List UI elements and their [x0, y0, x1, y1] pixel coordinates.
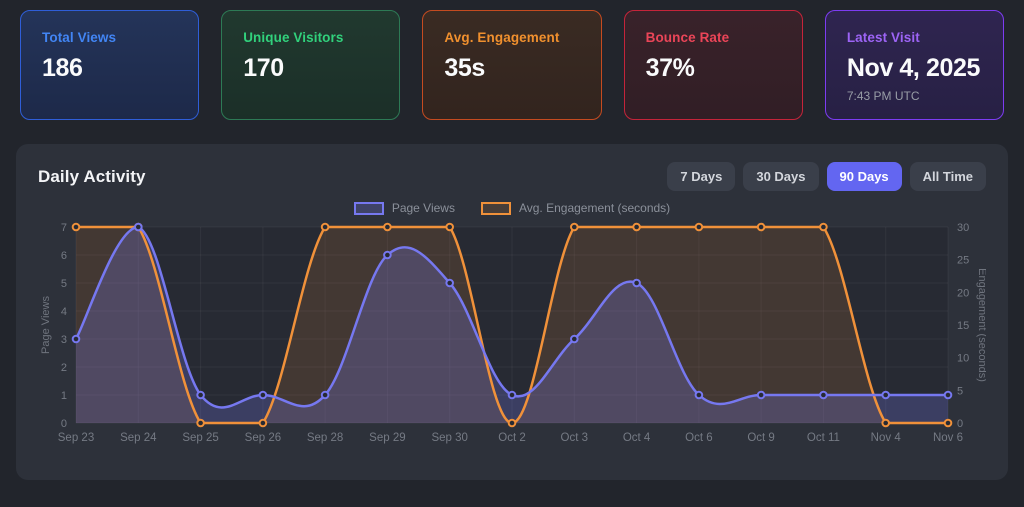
legend-swatch-page-views	[353, 201, 384, 215]
stat-value: 35s	[444, 54, 485, 82]
svg-text:6: 6	[61, 250, 67, 262]
svg-text:4: 4	[61, 306, 67, 318]
panel-header: Daily Activity 7 Days 30 Days 90 Days Al…	[38, 162, 986, 191]
svg-text:0: 0	[957, 418, 963, 430]
chart-legend: Page Views Avg. Engagement (seconds)	[38, 201, 986, 215]
svg-text:3: 3	[61, 334, 67, 346]
svg-text:25: 25	[957, 255, 969, 267]
stat-card-latest-visit: Latest Visit Nov 4, 2025 7:43 PM UTC	[824, 10, 1005, 120]
svg-text:10: 10	[957, 353, 969, 365]
stat-sub-value: 7:43 PM UTC	[846, 89, 920, 103]
svg-text:2: 2	[61, 362, 67, 374]
stat-value: 170	[243, 54, 284, 82]
svg-text:30: 30	[957, 222, 969, 234]
legend-swatch-avg-engagement	[480, 201, 511, 215]
svg-text:Nov 4: Nov 4	[871, 432, 902, 444]
time-range-selector: 7 Days 30 Days 90 Days All Time	[667, 162, 986, 191]
svg-text:Engagement (seconds): Engagement (seconds)	[976, 268, 986, 382]
stat-label: Avg. Engagement	[444, 30, 560, 45]
legend-item-page-views[interactable]: Page Views	[353, 201, 455, 215]
stat-value: Nov 4, 2025	[846, 54, 981, 82]
range-button-30-days[interactable]: 30 Days	[743, 162, 819, 191]
svg-text:Nov 6: Nov 6	[933, 432, 963, 444]
daily-activity-chart[interactable]: 0 1 2 3 4 5 6 7 0 5 10 15 20 25 30 Sep 23 Sep 24 Sep 25 Se…	[38, 219, 986, 457]
chart-area: 0 1 2 3 4 5 6 7 0 5 10 15 20 25 30 Sep 23 Sep 24 Sep 25 Se…	[38, 219, 986, 457]
svg-text:Oct 9: Oct 9	[747, 432, 774, 444]
svg-text:Sep 23: Sep 23	[58, 432, 94, 444]
svg-text:0: 0	[61, 418, 67, 430]
svg-text:Oct 11: Oct 11	[807, 432, 840, 444]
svg-text:1: 1	[61, 390, 67, 402]
stat-card-total-views: Total Views 186	[20, 10, 200, 120]
svg-text:Sep 26: Sep 26	[245, 432, 281, 444]
stat-card-avg-engagement: Avg. Engagement 35s	[422, 10, 602, 120]
stat-label: Latest Visit	[846, 30, 920, 45]
svg-text:Sep 25: Sep 25	[182, 432, 218, 444]
svg-text:Oct 4: Oct 4	[623, 432, 651, 444]
stat-label: Bounce Rate	[645, 30, 730, 45]
range-button-90-days[interactable]: 90 Days	[826, 162, 902, 191]
panel-title: Daily Activity	[38, 166, 146, 186]
legend-label: Avg. Engagement (seconds)	[518, 201, 671, 215]
svg-text:Sep 28: Sep 28	[307, 432, 343, 444]
svg-text:20: 20	[957, 287, 969, 299]
svg-text:Sep 29: Sep 29	[369, 432, 405, 444]
stat-card-bounce-rate: Bounce Rate 37%	[623, 10, 803, 120]
svg-text:Sep 24: Sep 24	[120, 432, 157, 444]
svg-text:7: 7	[61, 222, 67, 234]
svg-text:5: 5	[61, 278, 67, 290]
svg-text:Oct 6: Oct 6	[685, 432, 712, 444]
svg-text:Page Views: Page Views	[40, 296, 52, 354]
stat-label: Unique Visitors	[243, 30, 344, 45]
stat-label: Total Views	[42, 30, 117, 45]
svg-text:Oct 2: Oct 2	[498, 432, 525, 444]
stat-card-unique-visitors: Unique Visitors 170	[221, 10, 401, 120]
legend-label: Page Views	[391, 201, 455, 215]
range-button-7-days[interactable]: 7 Days	[667, 162, 736, 191]
stat-value: 186	[42, 54, 83, 82]
daily-activity-panel: Daily Activity 7 Days 30 Days 90 Days Al…	[16, 144, 1008, 480]
svg-text:Sep 30: Sep 30	[431, 432, 467, 444]
svg-text:Oct 3: Oct 3	[561, 432, 588, 444]
svg-text:15: 15	[957, 320, 969, 332]
stat-value: 37%	[645, 54, 695, 82]
range-button-all-time[interactable]: All Time	[909, 162, 986, 191]
legend-item-avg-engagement[interactable]: Avg. Engagement (seconds)	[480, 201, 671, 215]
stats-row: Total Views 186 Unique Visitors 170 Avg.…	[0, 0, 1024, 120]
svg-text:5: 5	[957, 385, 963, 397]
